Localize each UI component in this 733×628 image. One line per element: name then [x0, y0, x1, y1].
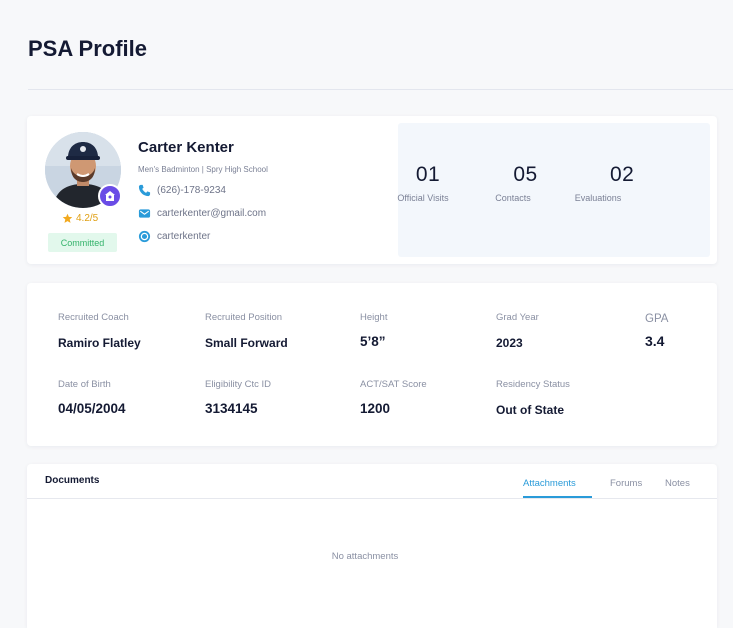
field-date-of-birth: Date of Birth 04/05/2004: [58, 379, 126, 416]
stat-value: 01: [415, 163, 441, 186]
athlete-sport-school: Men's Badminton | Spry High School: [138, 165, 268, 174]
status-badge: Committed: [48, 233, 117, 252]
field-value: 1200: [360, 401, 391, 416]
instagram-icon: [138, 230, 151, 243]
avatar[interactable]: [45, 132, 121, 208]
tab-notes[interactable]: Notes: [665, 478, 690, 489]
field-act-sat-score: ACT/SAT Score 1200: [360, 379, 427, 416]
field-value: 2023: [496, 336, 523, 350]
active-tab-indicator: [523, 496, 592, 498]
contact-email[interactable]: carterkenter@gmail.com: [138, 207, 266, 220]
documents-card: Documents Attachments Forums Notes No at…: [27, 464, 717, 628]
contact-phone[interactable]: (626)-178-9234: [138, 184, 226, 197]
stat-label: Official Visits: [397, 193, 449, 203]
field-height: Height 5’8”: [360, 312, 387, 349]
phone-icon: [138, 184, 151, 197]
stat-official-visits: 01 Official Visits: [393, 163, 453, 203]
rating: 4.2/5: [62, 213, 98, 224]
school-icon: [105, 191, 115, 201]
field-value: Out of State: [496, 403, 564, 417]
field-label: Date of Birth: [58, 379, 111, 390]
field-recruited-coach: Recruited Coach Ramiro Flatley: [58, 312, 141, 350]
page-title: PSA Profile: [28, 36, 147, 61]
stats-panel: 01 Official Visits 05 Contacts 02 Evalua…: [397, 123, 710, 257]
field-value: 3134145: [205, 401, 258, 416]
athlete-name: Carter Kenter: [138, 139, 234, 156]
field-label: ACT/SAT Score: [360, 379, 427, 390]
stat-value: 05: [513, 163, 538, 186]
stat-label: Evaluations: [574, 193, 622, 203]
field-label: GPA: [645, 313, 669, 325]
stat-label: Contacts: [495, 193, 531, 203]
field-value: Small Forward: [205, 336, 288, 350]
avatar-image: [45, 132, 121, 208]
star-icon: [62, 213, 73, 223]
details-card: Recruited Coach Ramiro Flatley Recruited…: [27, 283, 717, 446]
field-residency-status: Residency Status Out of State: [496, 379, 570, 417]
field-label: Grad Year: [496, 312, 539, 323]
stat-contacts: 05 Contacts: [488, 163, 538, 203]
field-label: Recruited Coach: [58, 312, 129, 323]
field-value: 3.4: [645, 333, 665, 349]
header-divider: [28, 89, 733, 90]
empty-state-text: No attachments: [331, 551, 399, 562]
field-value: Ramiro Flatley: [58, 336, 141, 350]
school-badge: [98, 184, 122, 208]
tab-attachments[interactable]: Attachments: [523, 478, 576, 489]
stat-evaluations: 02 Evaluations: [570, 163, 635, 203]
field-eligibility-id: Eligibility Ctc ID 3134145: [205, 379, 271, 416]
field-value: 5’8”: [360, 334, 386, 349]
documents-divider: [27, 498, 717, 499]
field-label: Eligibility Ctc ID: [205, 379, 271, 390]
phone-text: (626)-178-9234: [157, 185, 226, 196]
social-text: carterkenter: [157, 231, 211, 242]
profile-card: 4.2/5 Committed Carter Kenter Men's Badm…: [27, 116, 717, 264]
tab-forums[interactable]: Forums: [610, 478, 643, 489]
rating-value: 4.2/5: [76, 213, 99, 224]
field-label: Height: [360, 312, 388, 323]
contact-social[interactable]: carterkenter: [138, 230, 210, 243]
email-text: carterkenter@gmail.com: [157, 208, 267, 219]
field-value: 04/05/2004: [58, 401, 126, 416]
field-gpa: GPA 3.4: [645, 313, 668, 349]
field-label: Residency Status: [496, 379, 570, 390]
documents-title: Documents: [45, 475, 100, 486]
field-grad-year: Grad Year 2023: [496, 312, 539, 350]
mail-icon: [138, 209, 151, 218]
stat-value: 02: [610, 163, 635, 186]
field-recruited-position: Recruited Position Small Forward: [205, 312, 288, 350]
field-label: Recruited Position: [205, 312, 283, 323]
